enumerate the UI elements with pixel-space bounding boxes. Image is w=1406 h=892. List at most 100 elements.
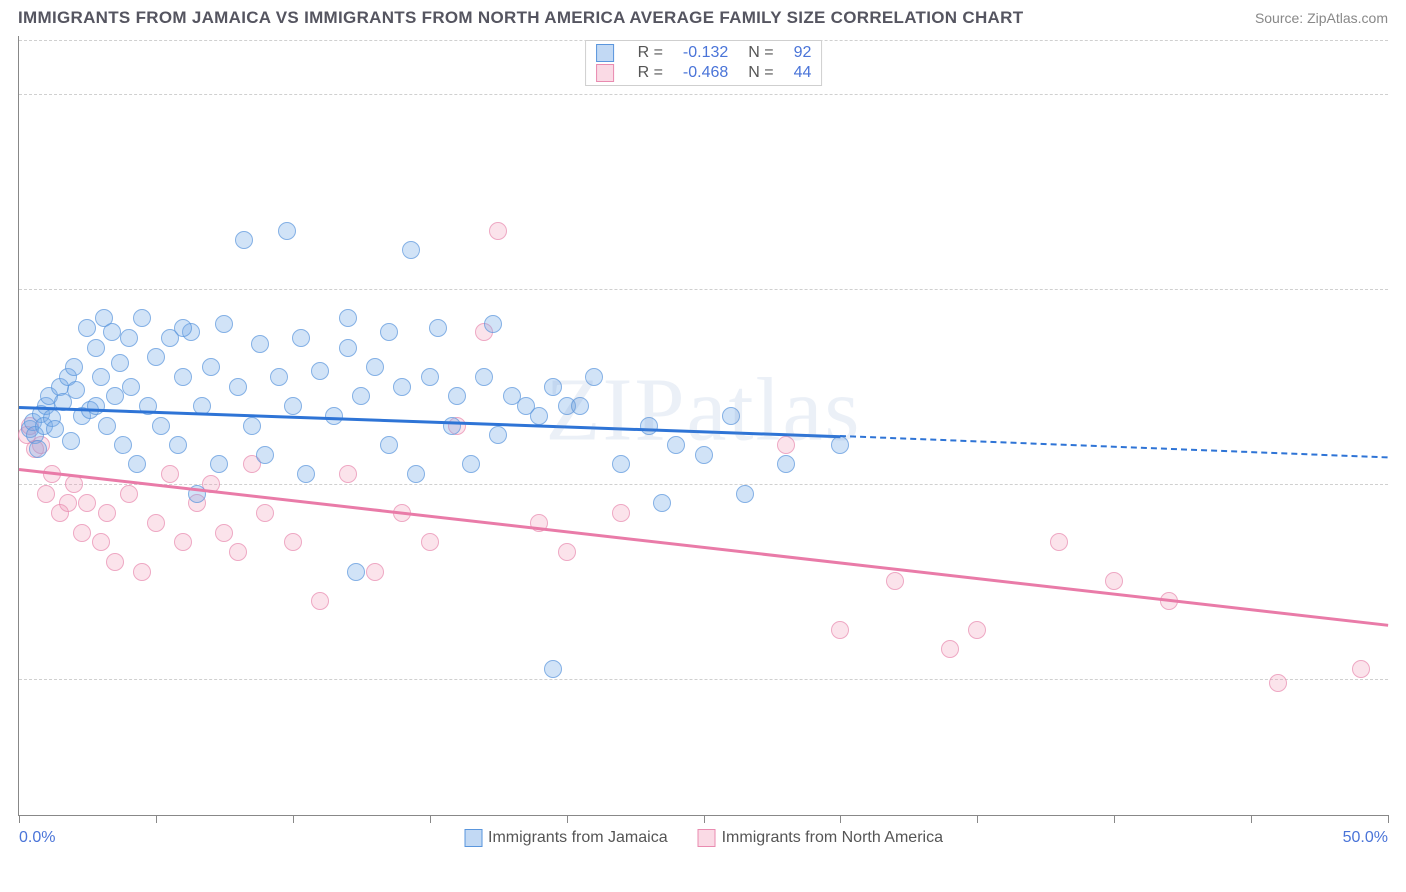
- data-point-blue: [103, 323, 121, 341]
- data-point-pink: [777, 436, 795, 454]
- data-point-blue: [169, 436, 187, 454]
- data-point-blue: [736, 485, 754, 503]
- legend-row-pink: R = -0.468 N = 44: [586, 63, 822, 83]
- x-tick: [156, 815, 157, 823]
- legend-N-label: N =: [738, 63, 783, 83]
- data-point-blue: [421, 368, 439, 386]
- data-point-blue: [174, 368, 192, 386]
- data-point-blue: [174, 319, 192, 337]
- legend-R-label: R =: [628, 43, 673, 63]
- data-point-pink: [558, 543, 576, 561]
- data-point-blue: [695, 446, 713, 464]
- legend-R-label: R =: [628, 63, 673, 83]
- x-axis-label-left: 0.0%: [19, 829, 55, 847]
- data-point-pink: [161, 465, 179, 483]
- data-point-blue: [235, 231, 253, 249]
- gridline: [19, 94, 1388, 95]
- data-point-blue: [92, 368, 110, 386]
- data-point-blue: [407, 465, 425, 483]
- data-point-blue: [640, 417, 658, 435]
- data-point-pink: [256, 504, 274, 522]
- data-point-blue: [722, 407, 740, 425]
- data-point-blue: [229, 378, 247, 396]
- legend-swatch-blue: [596, 44, 614, 62]
- legend-N-label: N =: [738, 43, 783, 63]
- legend-N-value-pink: 44: [784, 63, 822, 83]
- data-point-pink: [59, 494, 77, 512]
- data-point-blue: [530, 407, 548, 425]
- data-point-pink: [886, 572, 904, 590]
- data-point-blue: [114, 436, 132, 454]
- data-point-blue: [210, 455, 228, 473]
- chart-source: Source: ZipAtlas.com: [1255, 10, 1388, 26]
- data-point-blue: [278, 222, 296, 240]
- data-point-blue: [292, 329, 310, 347]
- legend-item-blue: Immigrants from Jamaica: [464, 829, 668, 847]
- data-point-blue: [366, 358, 384, 376]
- data-point-pink: [831, 621, 849, 639]
- chart-title: IMMIGRANTS FROM JAMAICA VS IMMIGRANTS FR…: [18, 8, 1023, 28]
- data-point-blue: [122, 378, 140, 396]
- legend-label-blue: Immigrants from Jamaica: [488, 829, 668, 846]
- data-point-blue: [489, 426, 507, 444]
- data-point-pink: [1352, 660, 1370, 678]
- data-point-blue: [612, 455, 630, 473]
- data-point-pink: [229, 543, 247, 561]
- x-tick: [19, 815, 20, 823]
- x-tick: [704, 815, 705, 823]
- data-point-blue: [402, 241, 420, 259]
- gridline: [19, 484, 1388, 485]
- data-point-blue: [202, 358, 220, 376]
- legend-swatch-pink-icon: [698, 829, 716, 847]
- data-point-blue: [62, 432, 80, 450]
- data-point-blue: [475, 368, 493, 386]
- data-point-pink: [1050, 533, 1068, 551]
- legend-swatch-pink: [596, 64, 614, 82]
- data-point-blue: [653, 494, 671, 512]
- legend-correlation: R = -0.132 N = 92 R = -0.468 N = 44: [585, 40, 823, 86]
- legend-R-value-pink: -0.468: [673, 63, 738, 83]
- legend-row-blue: R = -0.132 N = 92: [586, 43, 822, 63]
- trendline-blue-dash: [840, 435, 1388, 458]
- x-tick: [567, 815, 568, 823]
- data-point-blue: [667, 436, 685, 454]
- legend-N-value-blue: 92: [784, 43, 822, 63]
- data-point-blue: [147, 348, 165, 366]
- trendline-blue: [19, 406, 840, 438]
- data-point-blue: [128, 455, 146, 473]
- legend-label-pink: Immigrants from North America: [722, 829, 943, 846]
- data-point-blue: [87, 397, 105, 415]
- gridline: [19, 679, 1388, 680]
- data-point-blue: [243, 417, 261, 435]
- data-point-blue: [87, 339, 105, 357]
- x-tick: [1251, 815, 1252, 823]
- data-point-blue: [462, 455, 480, 473]
- data-point-blue: [339, 339, 357, 357]
- legend-item-pink: Immigrants from North America: [698, 829, 943, 847]
- data-point-blue: [98, 417, 116, 435]
- data-point-pink: [489, 222, 507, 240]
- data-point-blue: [571, 397, 589, 415]
- data-point-blue: [152, 417, 170, 435]
- data-point-pink: [215, 524, 233, 542]
- chart-area: Average Family Size ZIPatlas R = -0.132 …: [18, 36, 1388, 816]
- plot-area: ZIPatlas R = -0.132 N = 92 R = -0.468 N …: [19, 36, 1388, 815]
- data-point-blue: [106, 387, 124, 405]
- data-point-pink: [612, 504, 630, 522]
- x-tick: [977, 815, 978, 823]
- data-point-pink: [147, 514, 165, 532]
- data-point-blue: [544, 660, 562, 678]
- data-point-blue: [120, 329, 138, 347]
- data-point-pink: [98, 504, 116, 522]
- x-axis-label-right: 50.0%: [1343, 829, 1388, 847]
- data-point-blue: [78, 319, 96, 337]
- data-point-blue: [256, 446, 274, 464]
- data-point-pink: [941, 640, 959, 658]
- chart-header: IMMIGRANTS FROM JAMAICA VS IMMIGRANTS FR…: [0, 0, 1406, 32]
- trendline-pink: [19, 468, 1388, 626]
- data-point-pink: [73, 524, 91, 542]
- x-tick: [430, 815, 431, 823]
- data-point-pink: [1269, 674, 1287, 692]
- data-point-blue: [443, 417, 461, 435]
- data-point-pink: [92, 533, 110, 551]
